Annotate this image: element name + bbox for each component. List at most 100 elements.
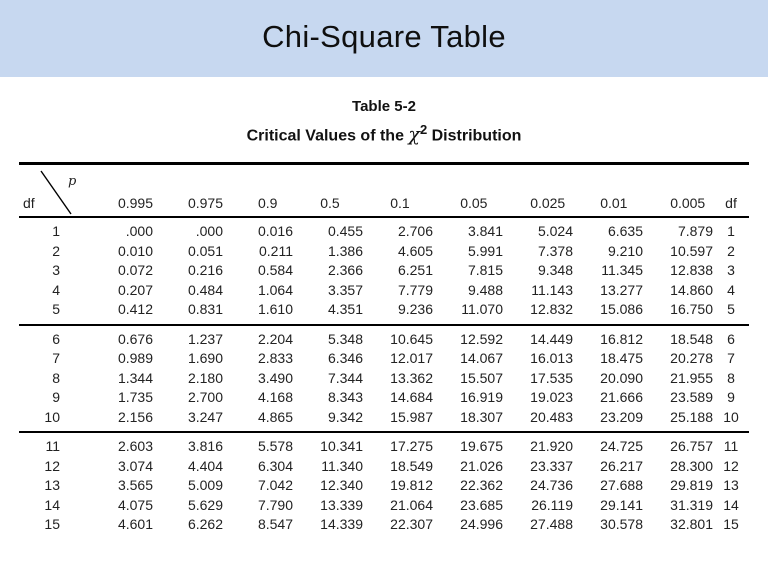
value-cell: 0.016 <box>257 223 293 240</box>
value-cell: 24.736 <box>530 477 573 494</box>
p-header: 0.1 <box>363 163 433 219</box>
value-cell: 2.700 <box>187 389 223 406</box>
p-header: 0.975 <box>153 163 223 219</box>
value-cell: 18.549 <box>390 457 433 474</box>
value-cell: 1.735 <box>117 389 153 406</box>
table-row: 5 0.412 0.831 1.610 4.351 9.236 11.070 12.832 15… <box>19 300 749 325</box>
p-header-label: 0.01 <box>600 195 628 212</box>
value-cell: .000 <box>125 223 153 240</box>
table-row: 11 2.603 3.816 5.578 10.341 17.275 19.675 21.92… <box>19 432 749 457</box>
p-header-label: 0.9 <box>257 195 278 212</box>
value-cell: 13.339 <box>320 496 363 513</box>
value-cell: 2.706 <box>397 223 433 240</box>
df-cell-right: 2 <box>727 242 735 259</box>
value-cell: 25.188 <box>670 408 713 425</box>
df-cell-left: 14 <box>44 496 60 513</box>
value-cell: 10.341 <box>320 438 363 455</box>
value-cell: 23.589 <box>670 389 713 406</box>
value-cell: 1.237 <box>187 330 223 347</box>
value-cell: 13.362 <box>390 369 433 386</box>
value-cell: 23.337 <box>530 457 573 474</box>
value-cell: 7.790 <box>257 496 293 513</box>
p-header: 0.005 <box>643 163 713 219</box>
value-cell: 12.832 <box>530 301 573 318</box>
value-cell: 0.211 <box>259 242 293 259</box>
table-row: 15 4.601 6.262 8.547 14.339 22.307 24.996 27.48… <box>19 515 749 539</box>
value-cell: 3.247 <box>187 408 223 425</box>
value-cell: 27.688 <box>600 477 643 494</box>
p-header: 0.9 <box>223 163 293 219</box>
value-cell: 9.342 <box>327 408 363 425</box>
table-row: 12 3.074 4.404 6.304 11.340 18.549 21.026 23.33… <box>19 457 749 477</box>
p-header-label: 0.995 <box>117 195 154 212</box>
value-cell: 6.262 <box>187 516 223 533</box>
value-cell: 4.865 <box>257 408 293 425</box>
value-cell: 16.812 <box>600 330 643 347</box>
value-cell: 31.319 <box>670 496 713 513</box>
value-cell: 4.605 <box>397 242 433 259</box>
df-cell-left: 15 <box>44 516 60 533</box>
value-cell: 14.449 <box>530 330 573 347</box>
p-header: 0.5 <box>293 163 363 219</box>
value-cell: 27.488 <box>530 516 573 533</box>
value-cell: 0.989 <box>117 350 153 367</box>
df-cell-right: 1 <box>727 223 735 240</box>
value-cell: 12.838 <box>670 262 713 279</box>
table-row: 9 1.735 2.700 4.168 8.343 14.684 16.919 19.023 2… <box>19 388 749 408</box>
df-cell-left: 9 <box>52 389 60 406</box>
df-cell-right: 10 <box>723 408 739 425</box>
value-cell: 5.009 <box>187 477 223 494</box>
value-cell: 23.209 <box>600 408 643 425</box>
df-cell-left: 3 <box>52 262 60 279</box>
corner-cell: df p <box>19 163 83 219</box>
diagonal-line <box>40 170 72 215</box>
value-cell: 6.251 <box>397 262 433 279</box>
value-cell: 29.141 <box>600 496 643 513</box>
table-row: 1 .000 .000 0.016 0.455 2.706 3.841 5.024 6.635 7… <box>19 217 749 242</box>
df-cell-right: 13 <box>723 477 739 494</box>
value-cell: 11.143 <box>531 281 573 298</box>
value-cell: 1.690 <box>187 350 223 367</box>
value-cell: 7.815 <box>467 262 503 279</box>
df-cell-left: 8 <box>52 369 60 386</box>
value-cell: 3.357 <box>327 281 363 298</box>
value-cell: 0.216 <box>187 262 223 279</box>
value-cell: 26.217 <box>600 457 643 474</box>
value-cell: 4.351 <box>327 301 363 318</box>
value-cell: 7.344 <box>327 369 363 386</box>
table-row: 8 1.344 2.180 3.490 7.344 13.362 15.507 17.535 2… <box>19 369 749 389</box>
value-cell: 0.484 <box>187 281 223 298</box>
value-cell: 15.086 <box>600 301 643 318</box>
value-cell: 10.597 <box>670 242 713 259</box>
p-header-label: 0.025 <box>530 195 566 212</box>
value-cell: 0.455 <box>327 223 363 240</box>
df-cell-right: 3 <box>727 262 735 279</box>
value-cell: 2.366 <box>327 262 363 279</box>
df-cell-right: 11 <box>723 438 739 455</box>
value-cell: 5.024 <box>537 223 573 240</box>
value-cell: 15.987 <box>390 408 433 425</box>
value-cell: 32.801 <box>670 516 713 533</box>
p-header-label: 0.1 <box>390 195 410 212</box>
value-cell: 5.629 <box>187 496 223 513</box>
value-cell: .000 <box>195 223 223 240</box>
value-cell: 1.386 <box>327 242 363 259</box>
value-cell: 30.578 <box>600 516 643 533</box>
value-cell: 5.578 <box>257 438 293 455</box>
value-cell: 9.236 <box>397 301 433 318</box>
value-cell: 4.404 <box>187 457 223 474</box>
value-cell: 7.779 <box>397 281 433 298</box>
p-header: 0.995 <box>83 163 154 219</box>
df-cell-right: 6 <box>727 330 735 347</box>
value-cell: 0.051 <box>187 242 223 259</box>
value-cell: 19.023 <box>530 389 573 406</box>
value-cell: 28.300 <box>670 457 713 474</box>
value-cell: 11.070 <box>461 301 503 318</box>
df-cell-left: 1 <box>52 223 60 240</box>
value-cell: 24.996 <box>460 516 503 533</box>
df-cell-left: 10 <box>44 408 60 425</box>
value-cell: 2.180 <box>187 369 223 386</box>
value-cell: 1.344 <box>117 369 153 386</box>
value-cell: 16.750 <box>670 301 713 318</box>
df-cell-right: 8 <box>727 369 735 386</box>
